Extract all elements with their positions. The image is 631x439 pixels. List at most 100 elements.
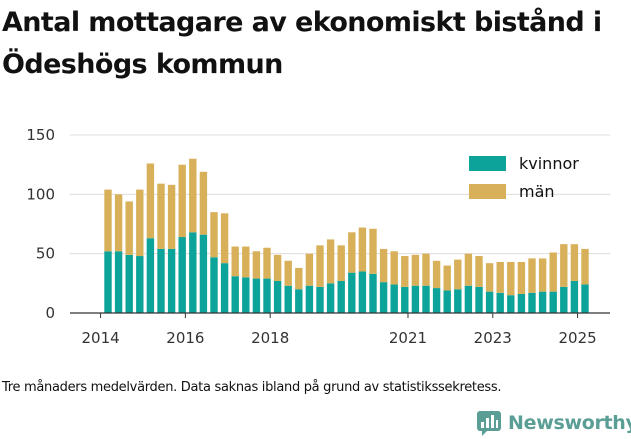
bar-kvinnor [242,277,250,313]
bar-man [379,248,388,283]
bar-kvinnor [136,256,144,313]
bar-man [358,227,367,272]
bar-man [475,256,483,287]
newsworthy-logo-icon [477,411,501,436]
bar-kvinnor [358,271,367,313]
bar-kvinnor [443,290,451,313]
chart-title: Antal mottagare av ekonomiskt bistånd i … [2,7,602,80]
bar-kvinnor [496,292,504,313]
bar-kvinnor [369,273,377,313]
bar-kvinnor [507,295,515,313]
bar-man [242,246,250,278]
bar-kvinnor [220,263,229,313]
bar-man [454,259,462,290]
bar-kvinnor [167,248,176,313]
bar-man [252,251,261,279]
bar-kvinnor [570,280,579,313]
bar-man [273,254,282,281]
bar-kvinnor [199,234,208,313]
bar-man [263,247,271,279]
bar-man [538,258,547,292]
bar-kvinnor [210,257,218,313]
bar-kvinnor [146,238,155,313]
bar-man [496,261,504,293]
bar-kvinnor [538,291,547,313]
bar-kvinnor [295,289,303,313]
bar-kvinnor [485,291,494,313]
bar-kvinnor [316,286,324,313]
bar-kvinnor [305,285,314,313]
bar-kvinnor [189,232,197,313]
bar-man [485,263,494,292]
bar-kvinnor [549,291,557,313]
y-tick-label: 0 [45,304,55,322]
bar-man [560,244,568,287]
brand-name: Newsworthy [508,412,631,434]
bar-kvinnor [348,272,356,313]
bar-man [401,256,409,287]
bar-kvinnor [401,286,409,313]
bar-man [167,184,176,249]
bar-man [114,194,123,252]
bar-man [570,244,579,281]
x-tick-label: 2014 [81,329,119,347]
bar-kvinnor [125,254,133,313]
bar-kvinnor [157,248,165,313]
x-tick-label: 2023 [474,329,512,347]
bar-man [284,260,292,286]
bar-man [189,158,197,233]
bars [104,158,589,313]
x-tick-label: 2025 [558,329,596,347]
footnote: Tre månaders medelvärden. Data saknas ib… [2,380,502,395]
bar-kvinnor [104,251,112,313]
bar-kvinnor [528,292,536,313]
bar-kvinnor [337,280,345,313]
legend-label: män [519,182,555,201]
bar-man [210,212,218,258]
bar-man [581,248,589,285]
bar-kvinnor [454,289,462,313]
y-tick-label: 50 [36,245,55,263]
legend-label: kvinnor [519,154,579,173]
bar-chart: 0 50 100 150 2014 2016 2018 2021 2023 2025 kvinno… [26,126,610,347]
bar-kvinnor [432,288,441,313]
bar-man [220,213,229,264]
bar-kvinnor [114,251,123,313]
bar-man [549,252,557,292]
bar-man [443,265,451,291]
legend-swatch-man [469,184,506,199]
bar-man [295,267,303,290]
bar-man [146,163,155,239]
x-tick-label: 2018 [251,329,289,347]
bar-kvinnor [464,285,473,313]
legend: kvinnor män [469,154,579,201]
y-tick-label: 100 [26,185,55,203]
legend-swatch-kvinnor [469,156,506,171]
bar-kvinnor [263,278,271,313]
bar-man [326,239,335,284]
bar-kvinnor [284,285,292,313]
bar-man [369,228,377,274]
bar-kvinnor [252,278,261,313]
bar-man [528,258,536,293]
bar-man [178,164,186,238]
bar-kvinnor [411,285,420,313]
bar-man [231,246,239,277]
bar-kvinnor [475,286,483,313]
bar-kvinnor [517,294,526,313]
bar-man [390,251,398,285]
bar-kvinnor [379,282,388,313]
bar-kvinnor [422,285,430,313]
x-tick-label: 2016 [166,329,204,347]
bar-man [422,253,430,286]
x-tick-label: 2021 [389,329,427,347]
bar-man [136,189,144,257]
bar-kvinnor [581,284,589,313]
bar-man [337,245,345,281]
bar-man [517,261,526,295]
bar-man [411,254,420,286]
bar-man [199,171,208,235]
bar-kvinnor [231,276,239,313]
bar-man [305,253,314,286]
bar-kvinnor [326,283,335,313]
